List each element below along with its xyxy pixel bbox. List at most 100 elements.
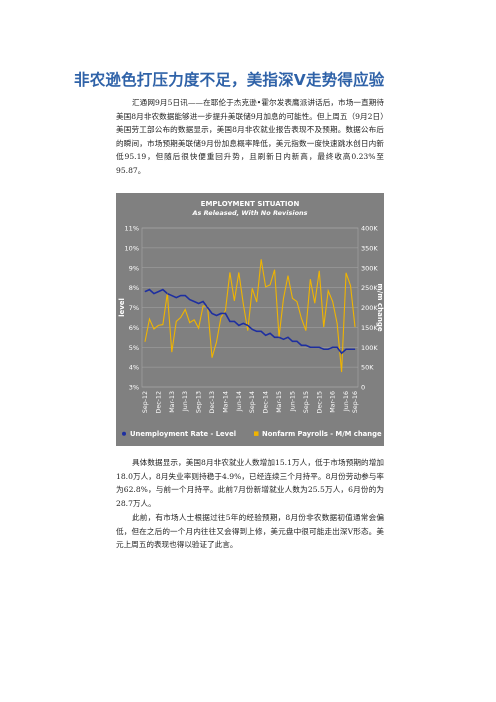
chart-subtitle: As Released, With No Revisions [191,209,307,217]
data-point-unemployment [327,348,329,350]
series-line-unemployment [144,288,355,355]
y-tick-label-right: 300K [361,264,378,272]
data-point-payrolls [318,270,320,272]
data-point-payrolls [251,288,253,289]
data-point-unemployment [162,289,164,290]
data-point-payrolls [216,341,217,343]
x-tick-label: Dec-12 [155,391,162,413]
x-tick-label: Mar-14 [222,391,229,413]
x-tick-label: Jun-14 [236,391,243,412]
x-tick-label: Dec-13 [209,391,216,413]
data-point-payrolls [211,357,213,358]
data-point-payrolls [184,309,186,310]
data-point-unemployment [332,346,334,348]
data-point-unemployment [269,332,271,334]
x-tick-label: Mar-13 [169,391,176,413]
data-point-payrolls [301,317,302,319]
x-tick-label: Mar-15 [276,391,283,413]
data-point-payrolls [247,330,249,331]
y-axis-label-left: level [118,298,126,317]
x-tick-label: Sep-14 [249,391,256,413]
x-tick-label: Sep-15 [303,391,310,413]
y-tick-label-left: 11% [125,225,139,233]
data-point-unemployment [184,295,186,296]
data-point-payrolls [350,285,351,286]
y-tick-label-right: 0 [361,384,365,392]
data-point-unemployment [283,338,284,340]
x-tick-label: Sep-16 [352,391,359,413]
x-tick-label: Sep-13 [196,391,203,413]
data-point-payrolls [189,322,190,323]
x-tick-label: Mar-16 [330,391,337,413]
data-point-payrolls [336,323,338,324]
x-tick-label: Jun-15 [289,391,296,412]
data-point-unemployment [354,348,356,350]
data-point-payrolls [234,300,235,302]
data-point-payrolls [180,317,182,318]
data-point-unemployment [305,344,307,346]
data-point-unemployment [350,348,351,350]
y-tick-label-left: 4% [129,364,139,372]
data-point-unemployment [274,336,275,338]
x-tick-label: Jun-13 [182,391,189,412]
data-point-payrolls [144,341,146,342]
data-point-unemployment [202,301,204,302]
legend-label-payrolls: Nonfarm Payrolls - M/M change [262,430,382,438]
x-tick-label: Dec-14 [263,391,270,413]
data-point-payrolls [327,290,329,292]
chart-title: EMPLOYMENT SITUATION [201,200,300,208]
data-point-payrolls [225,310,226,311]
article-title: 非农逊色打压力度不足，美指深V走势得应验 [74,71,385,89]
data-point-unemployment [149,289,150,290]
legend-marker-payrolls [254,431,259,436]
data-point-payrolls [158,325,159,326]
data-point-unemployment [238,325,240,326]
paragraph-market-view: 此前，有市场人士根据过往5年的经验预期，8月份非农数据初值通常会偏低，但在之后的… [116,513,384,550]
data-point-unemployment [292,340,293,342]
data-point-payrolls [260,259,262,260]
data-point-unemployment [242,323,244,324]
data-point-unemployment [256,331,258,332]
paragraph-intro: 汇通网9月5日讯——在耶伦于杰克逊•霍尔发表鹰派讲话后，市场一直期待美国8月非农… [116,98,384,175]
data-point-unemployment [260,331,262,332]
data-point-payrolls [296,301,298,302]
data-point-unemployment [341,352,342,354]
data-point-payrolls [207,306,208,307]
data-point-payrolls [220,317,222,318]
x-tick-label: Dec-15 [316,391,323,413]
data-point-payrolls [278,336,280,338]
data-point-unemployment [144,291,146,292]
data-point-payrolls [171,351,173,353]
data-point-payrolls [310,278,311,280]
data-point-payrolls [256,301,258,303]
data-point-payrolls [292,298,293,299]
data-point-payrolls [314,302,316,304]
data-point-unemployment [318,346,320,348]
data-point-payrolls [332,301,333,302]
y-tick-label-right: 200K [361,304,378,312]
data-point-payrolls [167,292,168,294]
y-tick-label-right: 100K [361,344,378,352]
data-point-unemployment [198,303,199,304]
data-point-unemployment [251,329,253,330]
y-tick-label-right: 150K [361,324,378,332]
data-point-payrolls [153,328,155,330]
data-point-payrolls [283,298,284,299]
data-point-payrolls [193,319,195,321]
data-point-payrolls [287,275,289,276]
data-point-unemployment [171,295,173,296]
data-point-unemployment [158,291,159,292]
data-point-unemployment [229,321,231,322]
y-tick-label-right: 400K [361,225,378,233]
x-tick-label: Sep-12 [142,391,149,413]
data-point-unemployment [216,315,217,316]
y-tick-label-left: 10% [125,244,139,252]
data-point-payrolls [265,286,266,288]
data-point-unemployment [175,297,177,298]
data-point-unemployment [189,299,191,300]
y-tick-label-left: 6% [129,324,139,332]
data-point-payrolls [149,318,150,320]
y-axis-label-right: m/m change [376,283,384,331]
